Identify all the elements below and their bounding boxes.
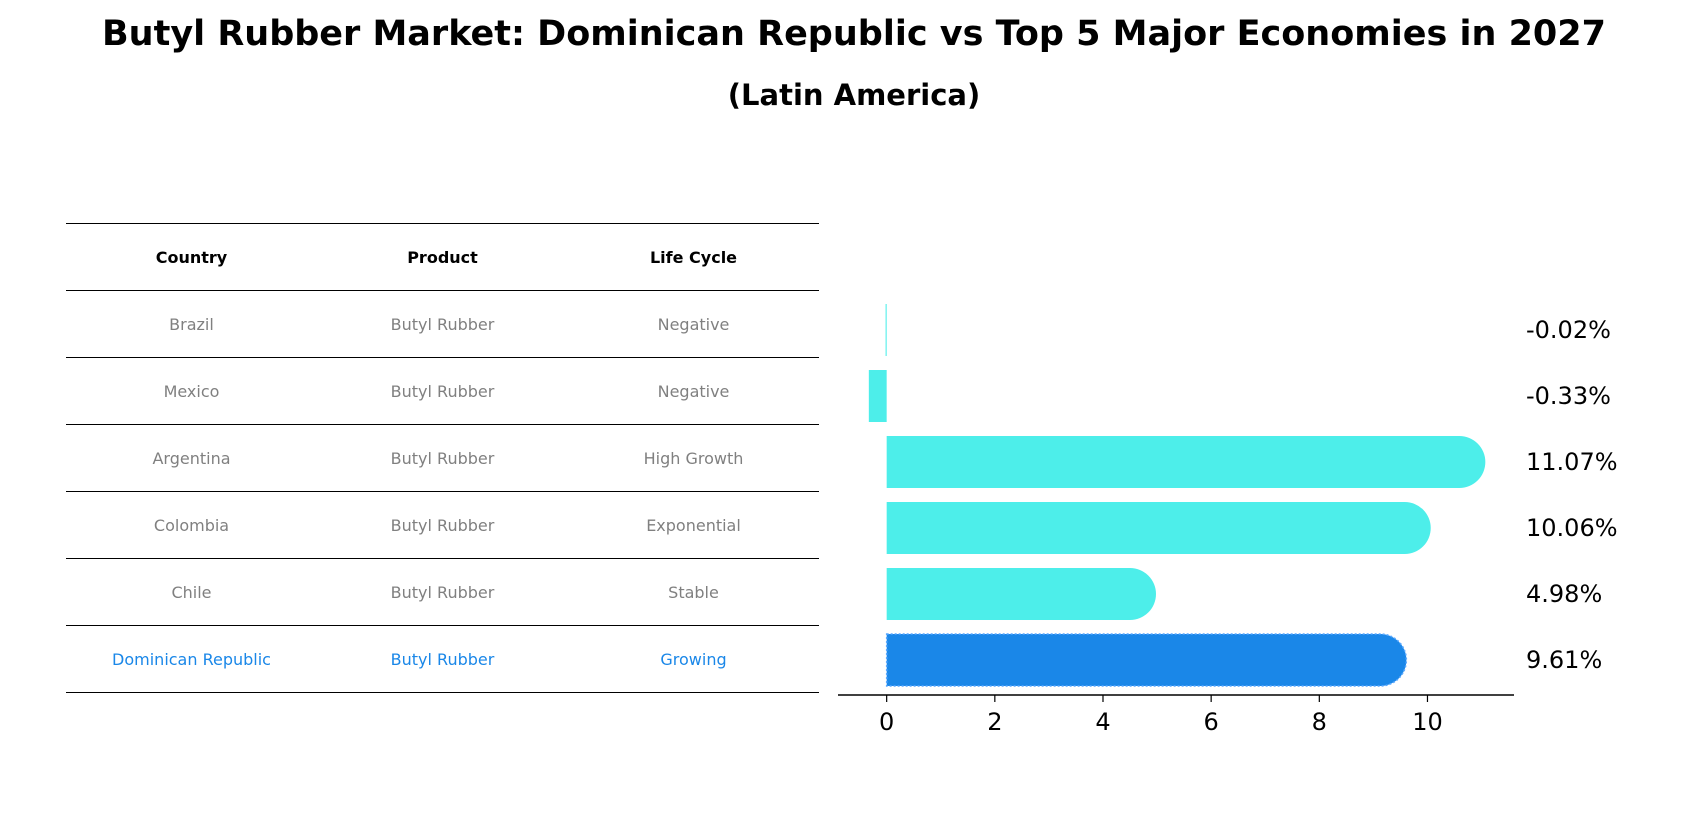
table-header-row: Country Product Life Cycle [66,223,819,290]
x-tick-label: 8 [1312,708,1327,736]
chart-title: Butyl Rubber Market: Dominican Republic … [102,14,1606,54]
bar-colombia [886,502,1431,554]
data-label: 4.98% [1526,580,1602,608]
x-tick-label: 10 [1412,708,1443,736]
chart-subtitle: (Latin America) [727,78,981,112]
product-cell: Butyl Rubber [390,515,495,535]
bar-chile [886,568,1156,620]
life-cycle-cell: Growing [660,649,727,669]
country-cell: Dominican Republic [112,649,271,669]
table-row: Mexico Butyl Rubber Negative [66,357,819,424]
table-row: Argentina Butyl Rubber High Growth [66,424,819,491]
country-cell: Argentina [152,448,231,468]
data-label: 10.06% [1526,514,1618,542]
header-country: Country [155,247,228,267]
x-tick-label: 6 [1204,708,1219,736]
product-cell: Butyl Rubber [390,448,495,468]
header-product: Product [407,247,478,267]
market-table: Country Product Life Cycle Brazil Butyl … [66,223,819,693]
bar-mexico [868,370,887,422]
life-cycle-cell: Stable [668,582,719,602]
life-cycle-cell: High Growth [643,448,744,468]
bar-argentina [886,436,1486,488]
country-cell: Brazil [169,314,214,334]
data-label: 9.61% [1526,646,1602,674]
header-life-cycle: Life Cycle [649,247,738,267]
table-row: Brazil Butyl Rubber Negative [66,290,819,357]
country-cell: Chile [171,582,212,602]
country-cell: Mexico [163,381,220,401]
bar-dominican-republic [885,633,1408,687]
bar-brazil [885,304,887,356]
product-cell: Butyl Rubber [390,582,495,602]
x-tick-label: 2 [987,708,1002,736]
table-row: Chile Butyl Rubber Stable [66,558,819,625]
life-cycle-cell: Negative [657,381,730,401]
table-row-highlight: Dominican Republic Butyl Rubber Growing [66,625,819,693]
product-cell: Butyl Rubber [390,381,495,401]
country-cell: Colombia [153,515,230,535]
life-cycle-cell: Exponential [646,515,741,535]
product-cell: Butyl Rubber [390,649,495,669]
data-label: -0.33% [1526,382,1611,410]
x-tick-label: 4 [1095,708,1110,736]
table-row: Colombia Butyl Rubber Exponential [66,491,819,558]
data-label: -0.02% [1526,316,1611,344]
data-label: 11.07% [1526,448,1618,476]
life-cycle-cell: Negative [657,314,730,334]
product-cell: Butyl Rubber [390,314,495,334]
x-tick-label: 0 [879,708,894,736]
